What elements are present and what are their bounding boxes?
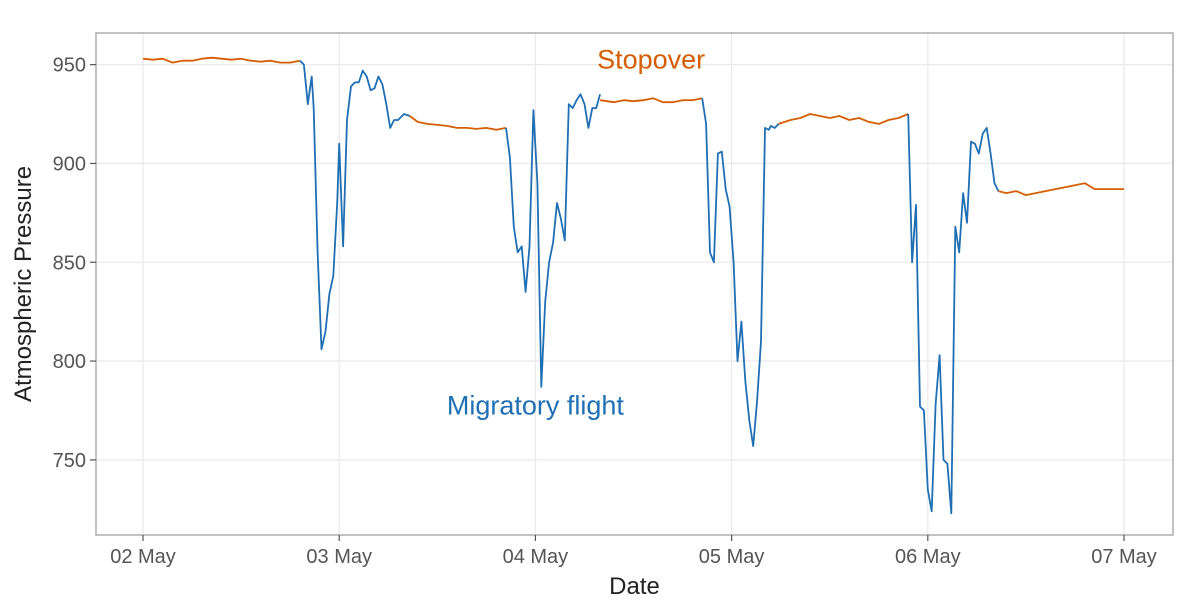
series-line-stopover-3: [409, 115, 507, 131]
series-line-flight-2: [299, 60, 411, 351]
series-line-stopover-5: [599, 97, 703, 104]
series-line-flight-4: [505, 93, 601, 388]
x-tick-label: 05 May: [699, 546, 765, 568]
y-tick-label: 950: [53, 55, 86, 77]
y-axis-ticks: 750 800 850 900 950: [53, 55, 96, 472]
x-tick-label: 02 May: [110, 546, 176, 568]
annotation-migratory-flight: Migratory flight: [447, 390, 625, 420]
x-tick-label: 03 May: [306, 546, 372, 568]
x-tick-label: 07 May: [1091, 546, 1157, 568]
y-tick-label: 750: [53, 450, 86, 472]
x-tick-label: 04 May: [503, 546, 569, 568]
series-lines: [142, 56, 1124, 515]
x-tick-label: 06 May: [895, 546, 961, 568]
y-tick-label: 900: [53, 153, 86, 175]
series-line-flight-6: [701, 98, 780, 448]
y-axis-title: Atmospheric Pressure: [10, 166, 37, 402]
y-tick-label: 850: [53, 252, 86, 274]
series-line-stopover-7: [778, 113, 909, 125]
x-axis-ticks: 02 May 03 May 04 May 05 May 06 May 07 May: [110, 535, 1157, 568]
y-tick-label: 800: [53, 351, 86, 373]
series-line-flight-8: [907, 113, 1000, 515]
grid-lines: [96, 33, 1173, 535]
annotation-stopover: Stopover: [597, 45, 705, 75]
annotations: Stopover Migratory flight: [447, 45, 705, 421]
series-line-stopover-9: [998, 182, 1124, 197]
series-line-stopover-1: [142, 56, 301, 64]
x-axis-title: Date: [609, 573, 660, 600]
plot-panel-border: [95, 32, 1174, 536]
